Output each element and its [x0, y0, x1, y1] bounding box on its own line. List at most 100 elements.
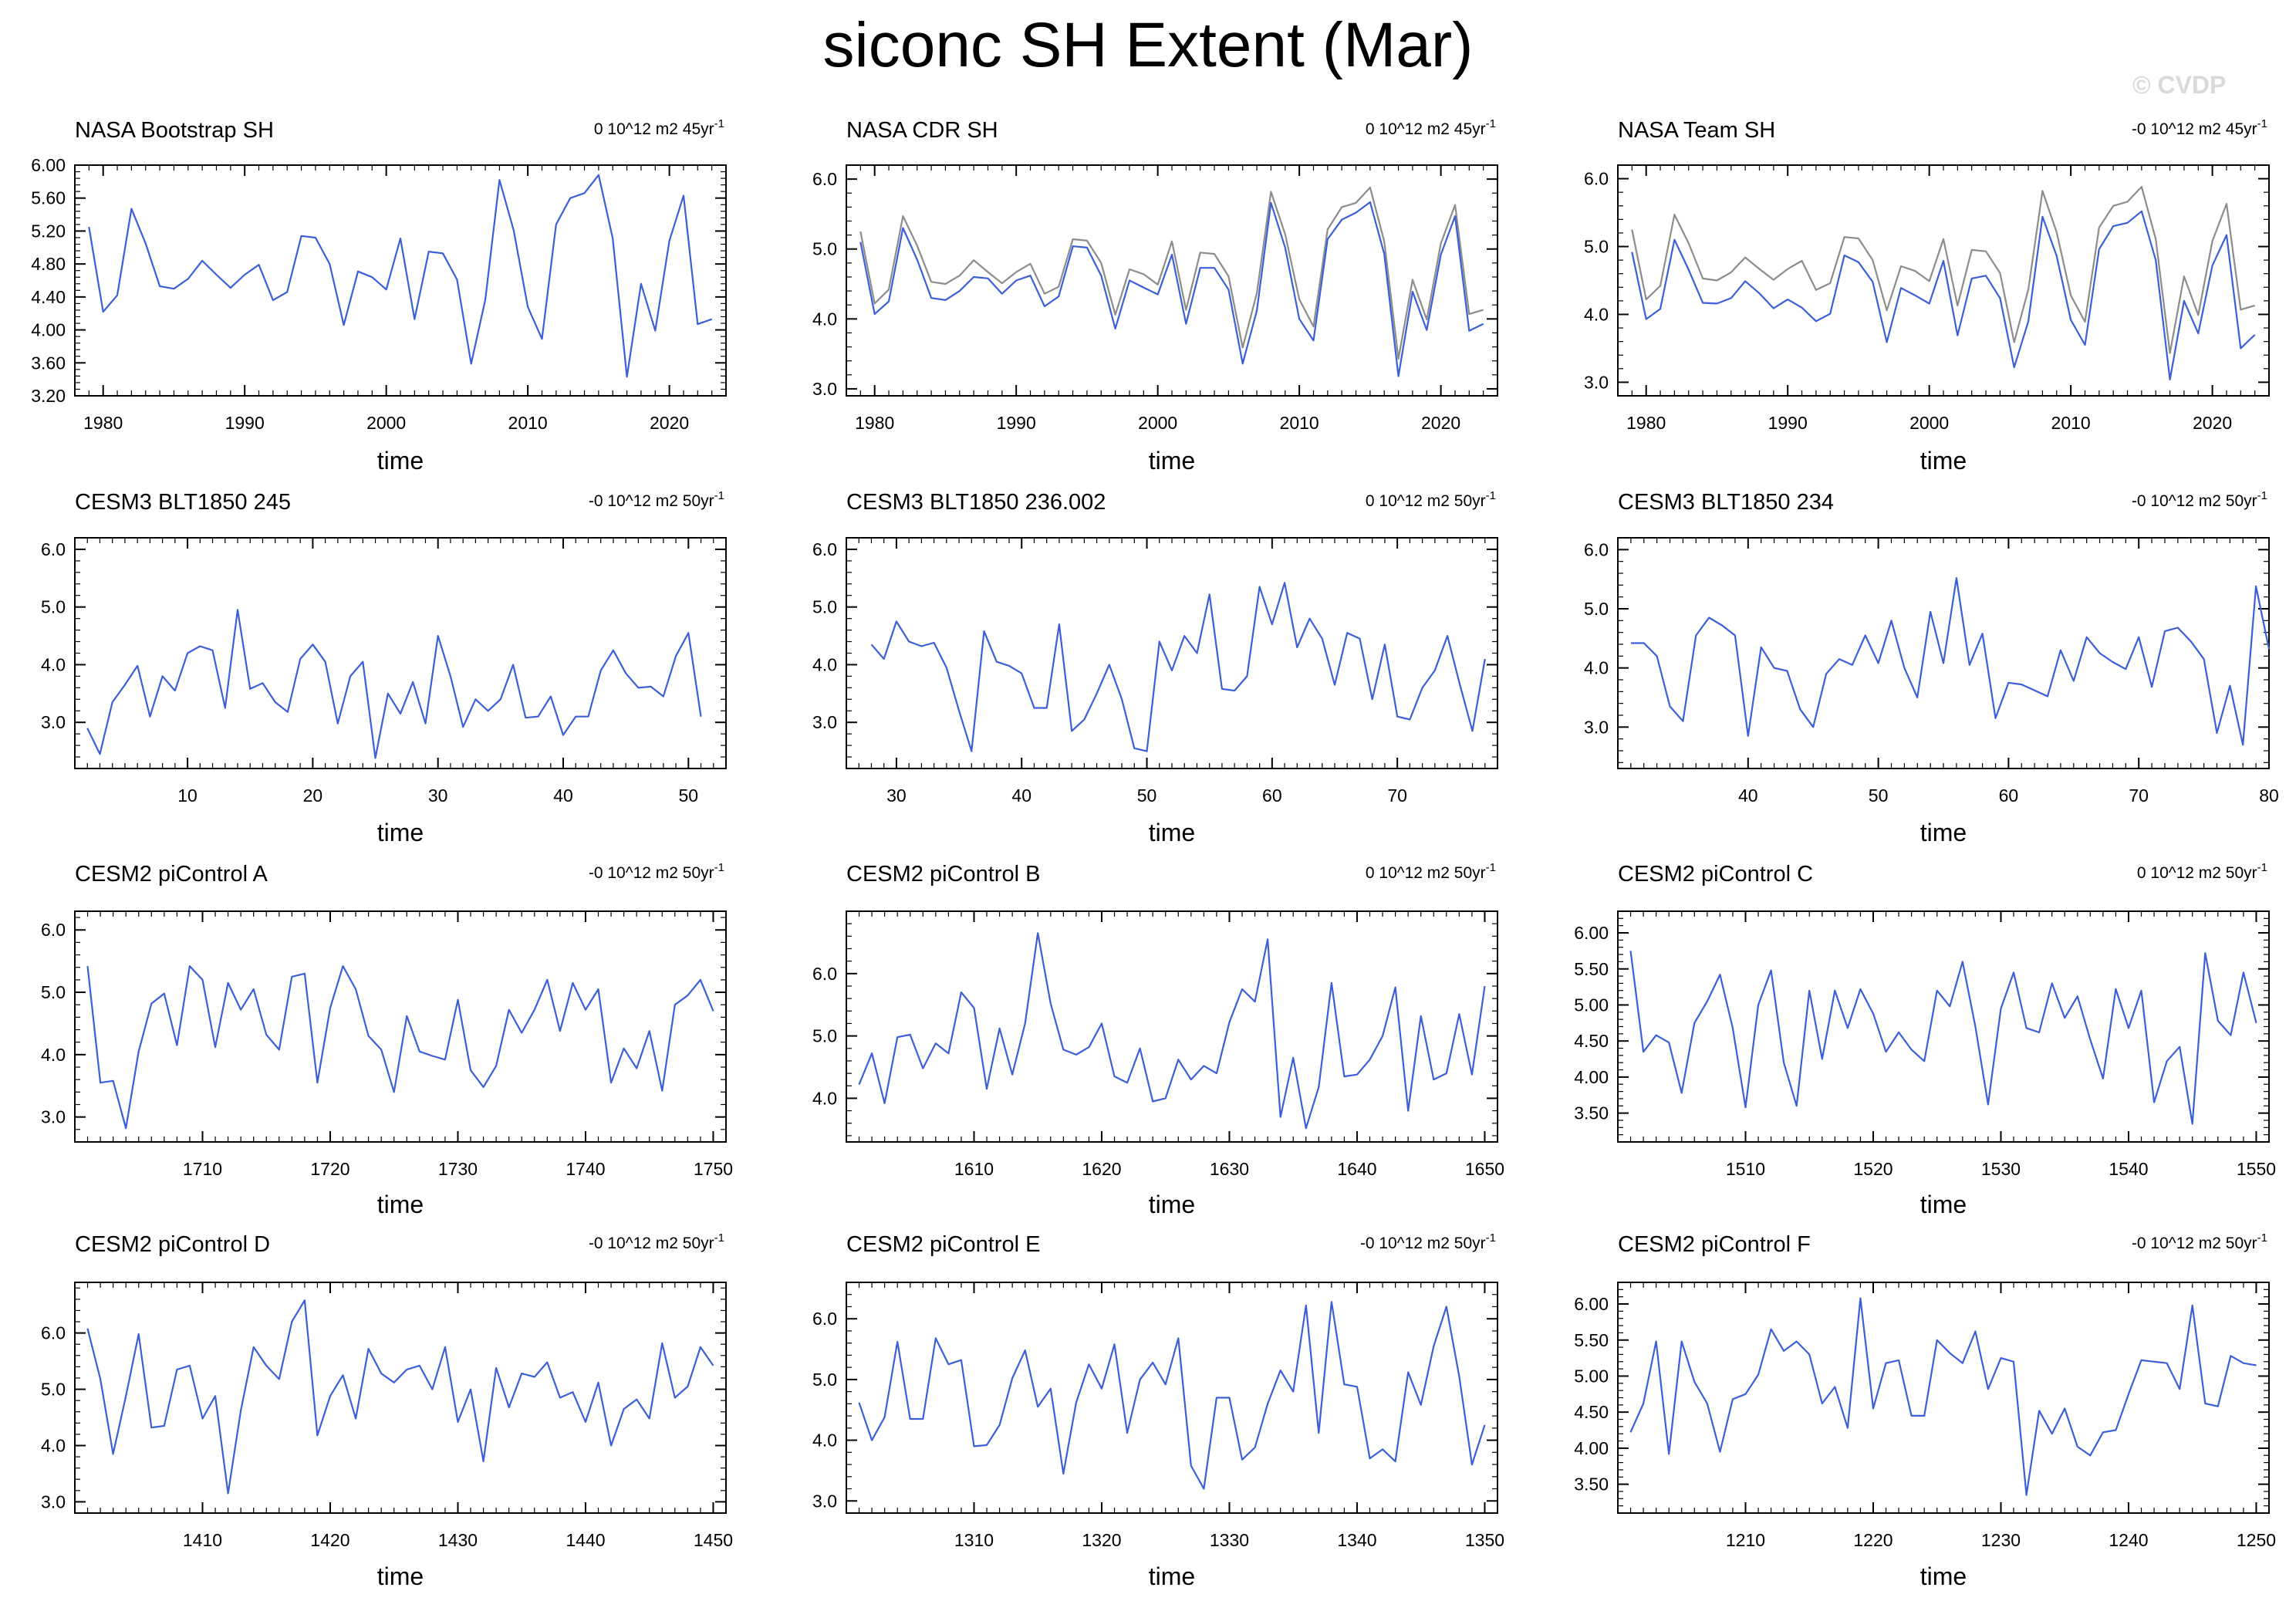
series-line-primary — [858, 1301, 1486, 1490]
x-tick-label: 50 — [1137, 785, 1157, 806]
x-tick-label: 1630 — [1210, 1159, 1249, 1179]
x-tick-label: 10 — [177, 785, 198, 806]
series-line-reference — [859, 186, 1484, 360]
x-tick-label: 1640 — [1337, 1159, 1376, 1179]
x-tick-label: 1450 — [694, 1530, 733, 1550]
x-axis-label: time — [1920, 819, 1967, 846]
x-axis-label: time — [377, 447, 424, 475]
trend-label: 0 10^12 m2 45yr-1 — [1366, 117, 1496, 138]
series-line-primary — [86, 964, 714, 1130]
plot-frame — [846, 1282, 1498, 1514]
trend-exponent: -1 — [1486, 861, 1496, 874]
y-tick-label: 5.0 — [812, 597, 837, 617]
trend-exponent: -1 — [2257, 489, 2267, 502]
x-tick-label: 2010 — [1280, 413, 1319, 433]
y-tick-label: 6.0 — [41, 1323, 66, 1343]
x-axis-label: time — [377, 1562, 424, 1590]
plot-frame — [846, 164, 1498, 397]
y-tick-label: 4.0 — [41, 1045, 66, 1065]
y-tick-label: 4.0 — [812, 1088, 837, 1108]
plot-frame — [846, 910, 1498, 1143]
trend-value: -0 10^12 m2 50yr — [589, 864, 714, 882]
x-tick-label: 1530 — [1981, 1159, 2021, 1179]
y-tick-label: 3.50 — [1574, 1103, 1609, 1123]
plot-frame — [1617, 537, 2270, 769]
x-axis-label: time — [377, 1191, 424, 1218]
x-tick-label: 1650 — [1465, 1159, 1504, 1179]
panel-title: CESM3 BLT1850 234 — [1618, 490, 1834, 515]
panel-title: CESM2 piControl D — [75, 1232, 270, 1257]
chart-panel-1: NASA Bootstrap SH 0 10^12 m2 45yr-1 3.20 3.… — [31, 117, 727, 475]
x-tick-label: 2000 — [366, 413, 406, 433]
y-tick-label: 6.0 — [812, 539, 837, 559]
panel-title: NASA Team SH — [1618, 118, 1775, 143]
plot-frame — [74, 1282, 727, 1514]
trend-label: -0 10^12 m2 50yr-1 — [1360, 1231, 1496, 1252]
y-tick-label: 4.0 — [41, 654, 66, 674]
x-tick-label: 1620 — [1082, 1159, 1121, 1179]
y-tick-label: 5.0 — [41, 597, 66, 617]
y-tick-label: 5.50 — [1574, 1330, 1609, 1350]
x-tick-label: 1740 — [566, 1159, 605, 1179]
y-tick-label: 5.00 — [1574, 1366, 1609, 1386]
y-tick-label: 6.00 — [1574, 923, 1609, 943]
y-tick-label: 6.0 — [812, 964, 837, 984]
series-line-primary — [1630, 576, 2271, 746]
x-tick-label: 70 — [2129, 785, 2149, 806]
y-tick-label: 6.00 — [1574, 1294, 1609, 1314]
x-axis-label: time — [1920, 1562, 1967, 1590]
trend-label: 0 10^12 m2 50yr-1 — [2137, 861, 2267, 882]
y-tick-label: 3.0 — [1584, 372, 1609, 392]
series-line-primary — [88, 174, 713, 378]
trend-exponent: -1 — [714, 117, 724, 130]
x-tick-label: 1610 — [954, 1159, 994, 1179]
panel-title: NASA CDR SH — [846, 118, 998, 143]
x-tick-label: 1750 — [694, 1159, 733, 1179]
x-axis-label: time — [1920, 447, 1967, 475]
panel-title: CESM2 piControl B — [846, 862, 1040, 887]
x-tick-label: 80 — [2259, 785, 2279, 806]
chart-panel-10: CESM2 piControl D -0 10^12 m2 50yr-1 3.0 4.… — [41, 1231, 733, 1590]
x-tick-label: 1990 — [997, 413, 1036, 433]
trend-value: 0 10^12 m2 50yr — [1366, 492, 1486, 510]
y-tick-label: 5.0 — [1584, 237, 1609, 257]
y-tick-label: 3.50 — [1574, 1474, 1609, 1495]
chart-panel-3: NASA Team SH -0 10^12 m2 45yr-1 3.0 4.0 5.0 6… — [1584, 117, 2270, 475]
x-tick-label: 50 — [1869, 785, 1889, 806]
y-tick-label: 3.0 — [812, 379, 837, 399]
series-line-primary — [86, 1299, 714, 1495]
x-tick-label: 1350 — [1465, 1530, 1504, 1550]
y-tick-label: 4.00 — [1574, 1067, 1609, 1087]
x-tick-label: 1240 — [2109, 1530, 2148, 1550]
y-tick-label: 5.00 — [1574, 995, 1609, 1015]
x-tick-label: 1310 — [954, 1530, 994, 1550]
chart-panel-12: CESM2 piControl F -0 10^12 m2 50yr-1 3.50 4… — [1574, 1231, 2276, 1590]
trend-value: -0 10^12 m2 45yr — [2132, 120, 2257, 138]
trend-value: -0 10^12 m2 50yr — [2132, 1235, 2257, 1252]
x-tick-label: 1410 — [183, 1530, 222, 1550]
x-tick-label: 1510 — [1726, 1159, 1765, 1179]
x-tick-label: 1230 — [1981, 1530, 2021, 1550]
trend-label: -0 10^12 m2 50yr-1 — [589, 861, 724, 882]
x-tick-label: 1220 — [1853, 1530, 1893, 1550]
x-axis-label: time — [377, 819, 424, 846]
y-tick-label: 6.0 — [812, 1309, 837, 1329]
y-tick-label: 5.60 — [31, 188, 66, 208]
trend-label: -0 10^12 m2 45yr-1 — [2132, 117, 2267, 138]
trend-exponent: -1 — [2257, 117, 2267, 130]
plot-frame — [74, 537, 727, 769]
y-tick-label: 3.0 — [41, 1107, 66, 1127]
x-tick-label: 40 — [1738, 785, 1758, 806]
trend-exponent: -1 — [1486, 489, 1496, 502]
y-tick-label: 5.0 — [812, 1370, 837, 1390]
trend-value: 0 10^12 m2 45yr — [594, 120, 714, 138]
x-tick-label: 20 — [303, 785, 323, 806]
copyright-watermark: © CVDP — [2132, 71, 2227, 99]
page-title: siconc SH Extent (Mar) — [822, 10, 1474, 80]
series-line-primary — [1629, 1297, 2257, 1496]
y-tick-label: 4.00 — [31, 320, 66, 340]
y-tick-label: 4.0 — [1584, 304, 1609, 324]
y-tick-label: 3.0 — [41, 1491, 66, 1512]
x-tick-label: 40 — [553, 785, 573, 806]
